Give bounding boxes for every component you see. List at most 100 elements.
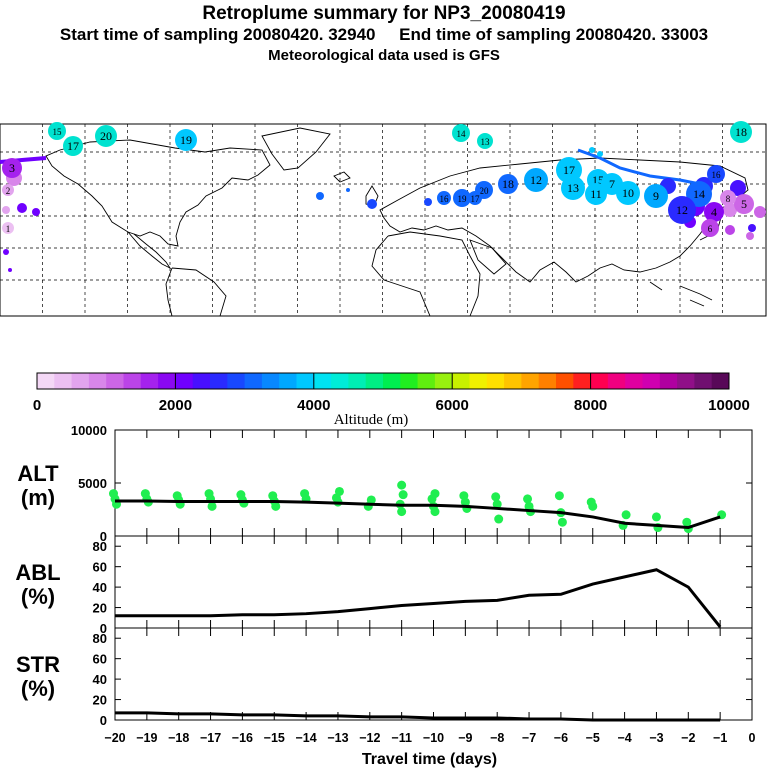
- plume-dot: [367, 199, 377, 209]
- y-tick-label: 40: [93, 580, 107, 595]
- plume-dot-labelled: [48, 122, 66, 140]
- plume-dot-label: 16: [440, 194, 450, 204]
- alt-point: [494, 514, 504, 524]
- colorbar-cell: [659, 373, 678, 389]
- x-tick-label: −15: [264, 731, 285, 745]
- y-tick-label: 80: [93, 631, 107, 646]
- plume-trajectory-line: [577, 148, 701, 186]
- colorbar-cell: [158, 373, 176, 389]
- colorbar-cell: [331, 373, 349, 389]
- alt-point: [207, 501, 217, 511]
- plume-dot: [589, 147, 595, 153]
- plume-dot-labelled: [734, 194, 754, 214]
- plume-dot-labelled: [477, 133, 493, 149]
- x-tick-label: −17: [200, 731, 221, 745]
- colorbar-tick-label: 8000: [574, 397, 607, 414]
- plume-dot-label: 14: [457, 129, 467, 139]
- colorbar-cell: [140, 373, 159, 389]
- plume-dot-label: 1: [6, 224, 11, 234]
- x-tick-label: −16: [232, 731, 253, 745]
- plume-dot-label: 2: [6, 186, 11, 196]
- africa-outline: [371, 231, 481, 317]
- colorbar-cell: [452, 373, 470, 389]
- y-tick-label: 80: [93, 539, 107, 554]
- plume-dot-label: 19: [180, 133, 192, 147]
- plume-dot-label: 17: [471, 194, 481, 204]
- map-frame: [0, 123, 767, 317]
- plume-dot-labelled: [616, 181, 640, 205]
- plume-dot-label: 4: [711, 205, 717, 219]
- colorbar-cell: [590, 373, 609, 389]
- x-tick-label: −8: [490, 731, 504, 745]
- plume-dot-label: 18: [735, 125, 747, 139]
- plume-dot: [424, 198, 432, 206]
- south-america-outline: [165, 267, 227, 317]
- colorbar-cell: [573, 373, 592, 389]
- plume-dot-label: 20: [100, 129, 112, 143]
- time-series-panels: 0500010000ALT(m)020406080ABL(%)020406080…: [15, 423, 755, 768]
- colorbar-tick-label: 10000: [708, 397, 750, 414]
- plume-dot-label: 12: [676, 203, 688, 217]
- plume-dot-labelled: [704, 202, 724, 222]
- str-line: [115, 711, 721, 722]
- colorbar-ticks: 0 2000 4000 6000 8000 10000: [33, 373, 750, 414]
- x-tick-label: −5: [586, 731, 600, 745]
- plume-dot-labelled: [668, 196, 696, 224]
- plume-dot-label: 12: [530, 173, 542, 187]
- colorbar-cell: [521, 373, 540, 389]
- plume-dot-labelled: [524, 168, 548, 192]
- plume-dot: [730, 180, 746, 196]
- plume-dot-labelled: [468, 191, 482, 205]
- x-tick-label: −10: [423, 731, 444, 745]
- sampling-times: Start time of sampling 20080420. 32940 E…: [0, 25, 768, 45]
- panel-frame: [114, 535, 753, 629]
- plume-dot-label: 6: [708, 224, 713, 234]
- x-tick-label: 0: [749, 731, 756, 745]
- eurasia-outline: [379, 157, 749, 283]
- plume-dot-labelled: [453, 189, 471, 207]
- colorbar-cell: [625, 373, 643, 389]
- colorbar-cell: [486, 373, 505, 389]
- colorbar-cell: [538, 373, 557, 389]
- plume-dot-label: 16: [712, 170, 722, 180]
- plume-dot-label: 11: [590, 187, 602, 201]
- colorbar-label: Altitude (m): [334, 412, 409, 428]
- plume-dot-label: 13: [567, 181, 579, 195]
- alt-point: [557, 517, 567, 527]
- plume-dot: [346, 188, 350, 192]
- colorbar-cell: [227, 373, 246, 389]
- x-tick-label: −14: [295, 731, 316, 745]
- plume-dot-label: 13: [481, 137, 491, 147]
- plume-dot: [746, 232, 754, 240]
- plume-dot-labelled: [2, 158, 22, 178]
- colorbar-cell: [417, 373, 436, 389]
- plume-dot: [597, 151, 603, 157]
- plume-dot: [754, 206, 766, 218]
- panel-abl: 0 20 40 60 80 ABL(%): [15, 535, 753, 636]
- colorbar-cell: [469, 373, 488, 389]
- colorbar-tick-label: 2000: [159, 397, 192, 414]
- colorbar-cell: [106, 373, 124, 389]
- x-tick-label: −4: [617, 731, 631, 745]
- plume-dot-labelled: [452, 124, 470, 142]
- alt-point: [651, 512, 661, 522]
- plume-dot-label: 17: [563, 163, 575, 177]
- alt-point: [430, 507, 440, 517]
- colorbar-cell: [279, 373, 297, 389]
- plume-dot-label: 19: [458, 194, 468, 204]
- colorbar-cell: [711, 373, 730, 389]
- plume-dot: [723, 203, 737, 217]
- panel-unit: (%): [21, 584, 55, 609]
- plume-dot-labelled: [720, 190, 736, 206]
- colorbar-cell: [54, 373, 73, 389]
- x-tick-label: −1: [713, 731, 727, 745]
- colorbar-cell: [607, 373, 626, 389]
- plume-dot-label: 10: [622, 186, 634, 200]
- alt-point: [398, 490, 408, 500]
- plume-dot-labelled: [437, 191, 451, 205]
- colorbar-cell: [677, 373, 695, 389]
- colorbar-cell: [348, 373, 367, 389]
